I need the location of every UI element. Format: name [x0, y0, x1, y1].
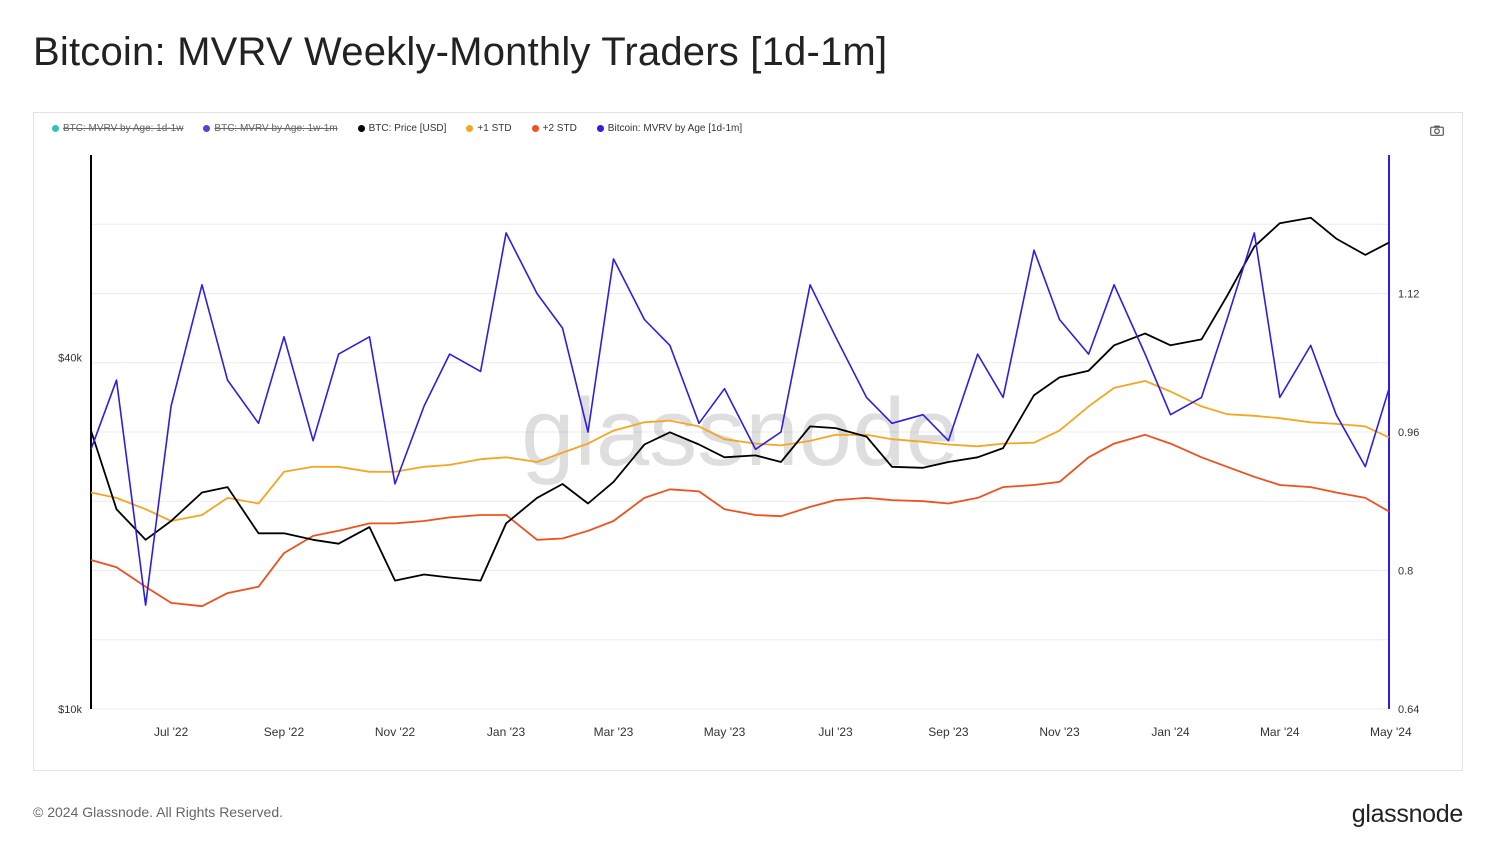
legend-dot	[52, 125, 59, 132]
legend-item-btc-price[interactable]: BTC: Price [USD]	[357, 123, 447, 134]
footer-copyright: © 2024 Glassnode. All Rights Reserved.	[33, 804, 284, 820]
legend: BTC: MVRV by Age: 1d-1w BTC: MVRV by Age…	[52, 123, 742, 134]
y-right-tick-label: 1.12	[1398, 289, 1419, 301]
y-right-tick-label: 0.96	[1398, 427, 1419, 439]
legend-dot	[357, 125, 365, 132]
y-right-tick-label: 0.64	[1398, 704, 1419, 716]
legend-label: +2 STD	[542, 123, 577, 134]
mvrv-line	[90, 232, 1390, 606]
x-tick-label: May '24	[1370, 725, 1412, 739]
camera-icon[interactable]	[1430, 125, 1444, 136]
legend-item-mvrv-1w-1m[interactable]: BTC: MVRV by Age: 1w-1m	[203, 123, 338, 134]
x-tick-label: Nov '23	[1039, 725, 1080, 739]
y-right-tick-label: 0.8	[1398, 566, 1413, 578]
x-tick-label: Nov '22	[375, 725, 416, 739]
x-tick-label: Mar '23	[594, 725, 634, 739]
legend-dot	[203, 125, 211, 132]
legend-item-mvrv-1d-1m[interactable]: Bitcoin: MVRV by Age [1d-1m]	[596, 123, 743, 134]
legend-item-plus1-std[interactable]: +1 STD	[466, 123, 512, 134]
legend-item-plus2-std[interactable]: +2 STD	[531, 123, 577, 134]
legend-dot	[466, 125, 474, 132]
x-tick-label: Mar '24	[1260, 725, 1300, 739]
legend-label: +1 STD	[477, 123, 512, 134]
x-tick-label: Jan '24	[1151, 725, 1190, 739]
chart-card: BTC: MVRV by Age: 1d-1w BTC: MVRV by Age…	[33, 112, 1463, 771]
x-tick-label: Jan '23	[487, 725, 526, 739]
page-title: Bitcoin: MVRV Weekly-Monthly Traders [1d…	[33, 30, 888, 74]
legend-label: Bitcoin: MVRV by Age [1d-1m]	[607, 123, 743, 134]
plot-area: glassnode $10k $40k 0.64 0.8 0.96 1.12 Jul '22 S…	[58, 155, 1419, 739]
x-tick-label: Jul '23	[818, 725, 853, 739]
legend-dot	[596, 125, 604, 132]
legend-label: BTC: MVRV by Age: 1w-1m	[214, 123, 338, 134]
y-left-tick-label: $40k	[58, 353, 82, 365]
y-left-tick-label: $10k	[58, 704, 82, 716]
x-tick-label: May '23	[704, 725, 746, 739]
legend-label: BTC: MVRV by Age: 1d-1w	[63, 123, 184, 134]
x-tick-label: Jul '22	[154, 725, 189, 739]
price-line	[90, 216, 1390, 582]
x-tick-label: Sep '23	[928, 725, 969, 739]
legend-item-mvrv-1d-1w[interactable]: BTC: MVRV by Age: 1d-1w	[52, 123, 183, 134]
footer-logo: glassnode	[1351, 800, 1464, 828]
x-tick-label: Sep '22	[264, 725, 305, 739]
watermark-text: glassnode	[521, 379, 959, 486]
plus1-std-line	[90, 379, 1390, 522]
legend-label: BTC: Price [USD]	[368, 123, 447, 134]
legend-dot	[531, 125, 539, 132]
